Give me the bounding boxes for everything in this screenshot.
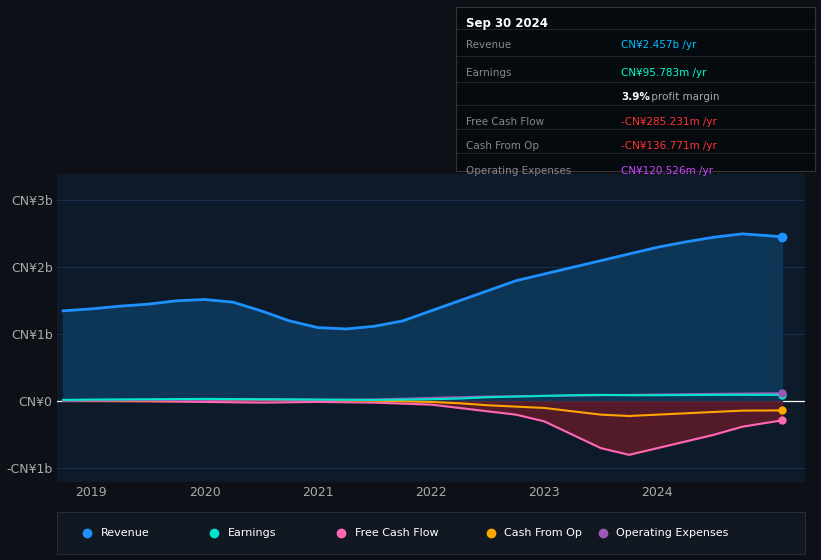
Text: Cash From Op: Cash From Op — [504, 529, 582, 538]
Text: -CN¥285.231m /yr: -CN¥285.231m /yr — [621, 117, 717, 127]
Text: Revenue: Revenue — [466, 40, 511, 50]
Text: Free Cash Flow: Free Cash Flow — [466, 117, 544, 127]
Text: profit margin: profit margin — [648, 92, 719, 102]
Text: Sep 30 2024: Sep 30 2024 — [466, 17, 548, 30]
Text: Free Cash Flow: Free Cash Flow — [355, 529, 438, 538]
Text: Revenue: Revenue — [101, 529, 149, 538]
Text: Earnings: Earnings — [227, 529, 277, 538]
Text: CN¥2.457b /yr: CN¥2.457b /yr — [621, 40, 696, 50]
Text: Cash From Op: Cash From Op — [466, 141, 539, 151]
Text: Operating Expenses: Operating Expenses — [617, 529, 729, 538]
Text: Operating Expenses: Operating Expenses — [466, 166, 571, 176]
Text: CN¥95.783m /yr: CN¥95.783m /yr — [621, 68, 707, 78]
Text: -CN¥136.771m /yr: -CN¥136.771m /yr — [621, 141, 717, 151]
Text: Earnings: Earnings — [466, 68, 512, 78]
Text: CN¥120.526m /yr: CN¥120.526m /yr — [621, 166, 713, 176]
Text: 3.9%: 3.9% — [621, 92, 650, 102]
